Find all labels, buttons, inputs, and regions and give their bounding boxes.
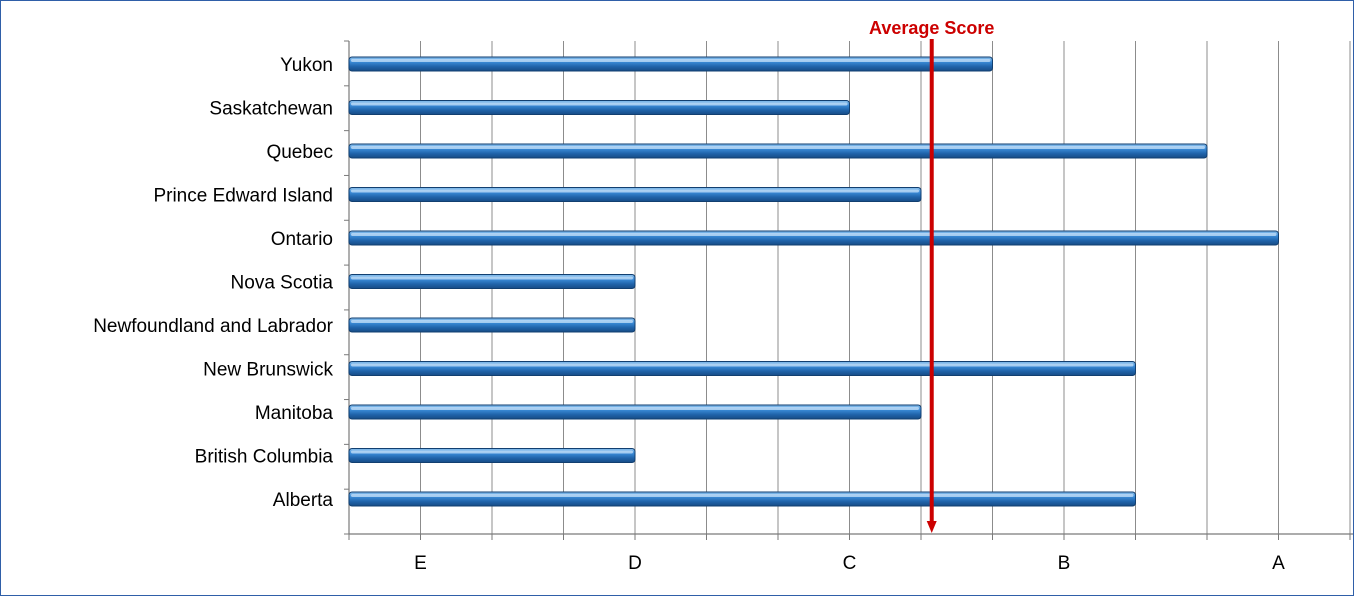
gridlines [420,41,1351,534]
category-label: British Columbia [195,447,334,468]
average-score-arrowhead [926,521,937,533]
category-label: Nova Scotia [231,273,334,294]
bar-highlight [351,450,633,454]
x-tick-label: B [1058,553,1071,574]
bar-highlight [351,59,991,62]
average-score-label: Average Score [869,18,994,38]
category-label: Quebec [266,142,333,163]
x-tick-label: C [843,553,857,574]
bar-highlight [351,363,1134,367]
axes [344,40,1353,540]
category-label: Manitoba [255,403,334,424]
x-tick-label: A [1272,553,1285,574]
category-label: Saskatchewan [209,99,333,120]
x-tick-label: E [414,553,427,574]
bar-highlight [351,276,633,280]
bar-highlight [351,233,1277,236]
category-label: Ontario [271,229,333,250]
bar-highlight [351,494,1134,497]
x-tick-label: D [628,553,642,574]
category-label: New Brunswick [203,360,333,381]
bar-highlight [351,189,919,193]
bars [348,56,1279,507]
bar-highlight [351,102,848,106]
bar-highlight [351,146,1205,149]
bar-highlight [351,407,919,410]
category-labels: Yukon Saskatchewan Quebec Prince Edward Isl… [93,55,333,511]
bar-highlight [351,320,633,323]
average-line-group: Average Score [869,18,994,533]
category-label: Newfoundland and Labrador [93,316,333,337]
category-label: Yukon [280,55,333,76]
category-label: Prince Edward Island [153,186,333,207]
category-label: Alberta [273,490,334,511]
